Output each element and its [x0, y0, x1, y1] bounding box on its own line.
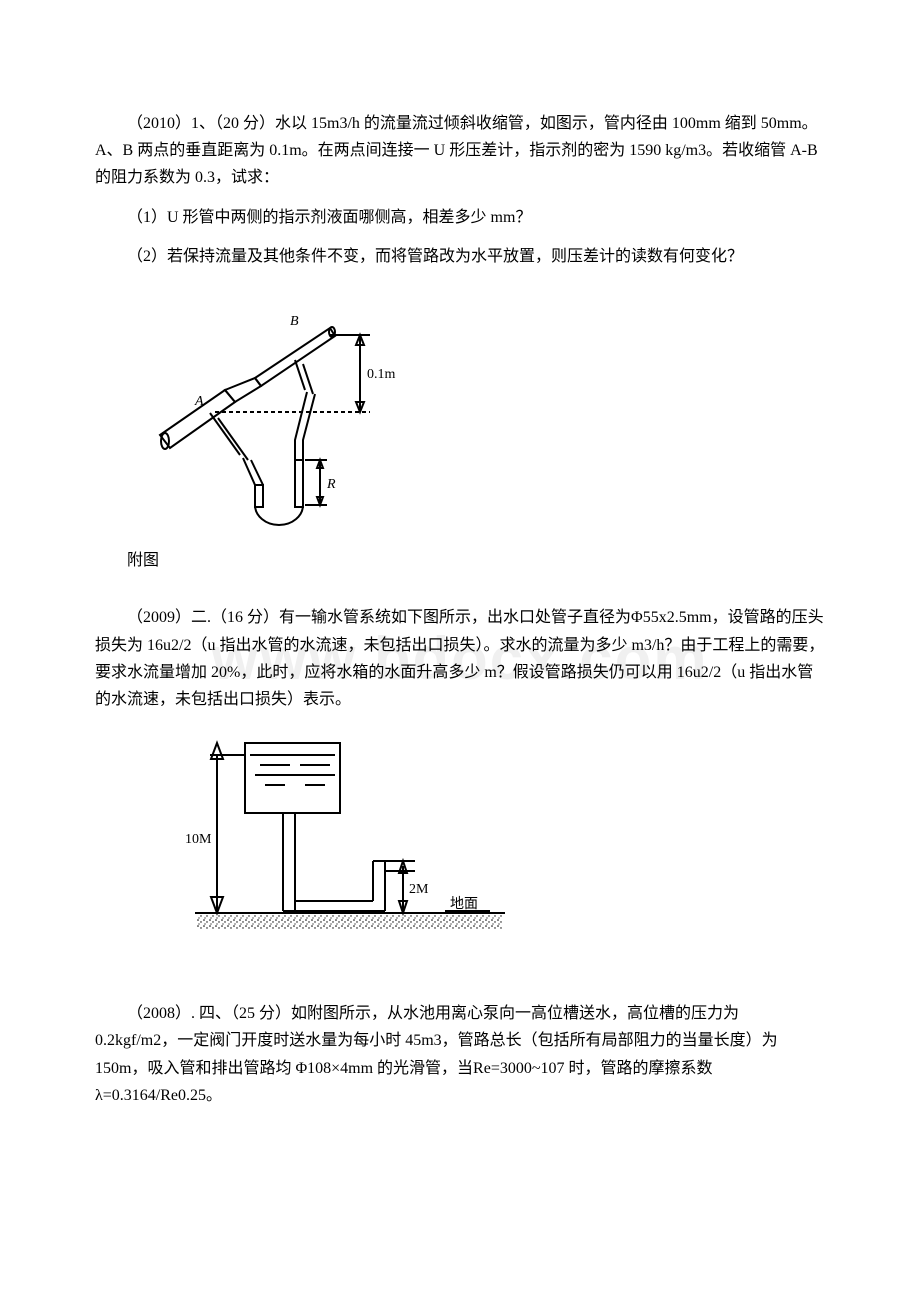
ground-hatch: [197, 915, 503, 929]
label-2m: 2M: [409, 882, 429, 897]
p2009-figure: 10M 2M 地面: [155, 733, 825, 962]
utube-manometer-svg: 0.1m R A B: [155, 290, 415, 530]
label-R: R: [326, 477, 336, 492]
u-bend-inner: [263, 505, 295, 519]
tank: [245, 743, 340, 813]
tap-a2: [218, 418, 248, 460]
fluid-left: [255, 485, 263, 507]
pipe-reducer: [225, 378, 261, 402]
label-10m: 10M: [185, 832, 212, 847]
tap-a: [210, 413, 240, 455]
p2010-fig-caption: 附图: [95, 547, 825, 574]
label-B: B: [290, 314, 299, 329]
p2008-text: （2008）. 四、（25 分）如附图所示，从水池用离心泵向一高位槽送水，高位槽…: [95, 1000, 825, 1109]
p2010-intro: （2010）1、（20 分）水以 15m3/h 的流量流过倾斜收缩管，如图示，管…: [95, 110, 825, 192]
u-right-inner: [303, 394, 315, 505]
label-A: A: [194, 394, 204, 409]
p2010-q2: （2）若保持流量及其他条件不变，而将管路改为水平放置，则压差计的读数有何变化？: [95, 243, 825, 270]
pipe-narrow: [255, 328, 335, 386]
p2010-figure: 0.1m R A B: [155, 290, 825, 539]
p2009-text: （2009）二.（16 分）有一输水管系统如下图所示，出水口处管子直径为Φ55x…: [95, 604, 825, 713]
label-0.1m: 0.1m: [367, 367, 396, 382]
p2010-q1: （1）U 形管中两侧的指示剂液面哪侧高，相差多少 mm？: [95, 204, 825, 231]
fluid-right: [295, 460, 303, 507]
tank-pipe-svg: 10M 2M 地面: [155, 733, 515, 953]
label-ground: 地面: [450, 896, 478, 912]
u-right-outer: [295, 392, 307, 505]
